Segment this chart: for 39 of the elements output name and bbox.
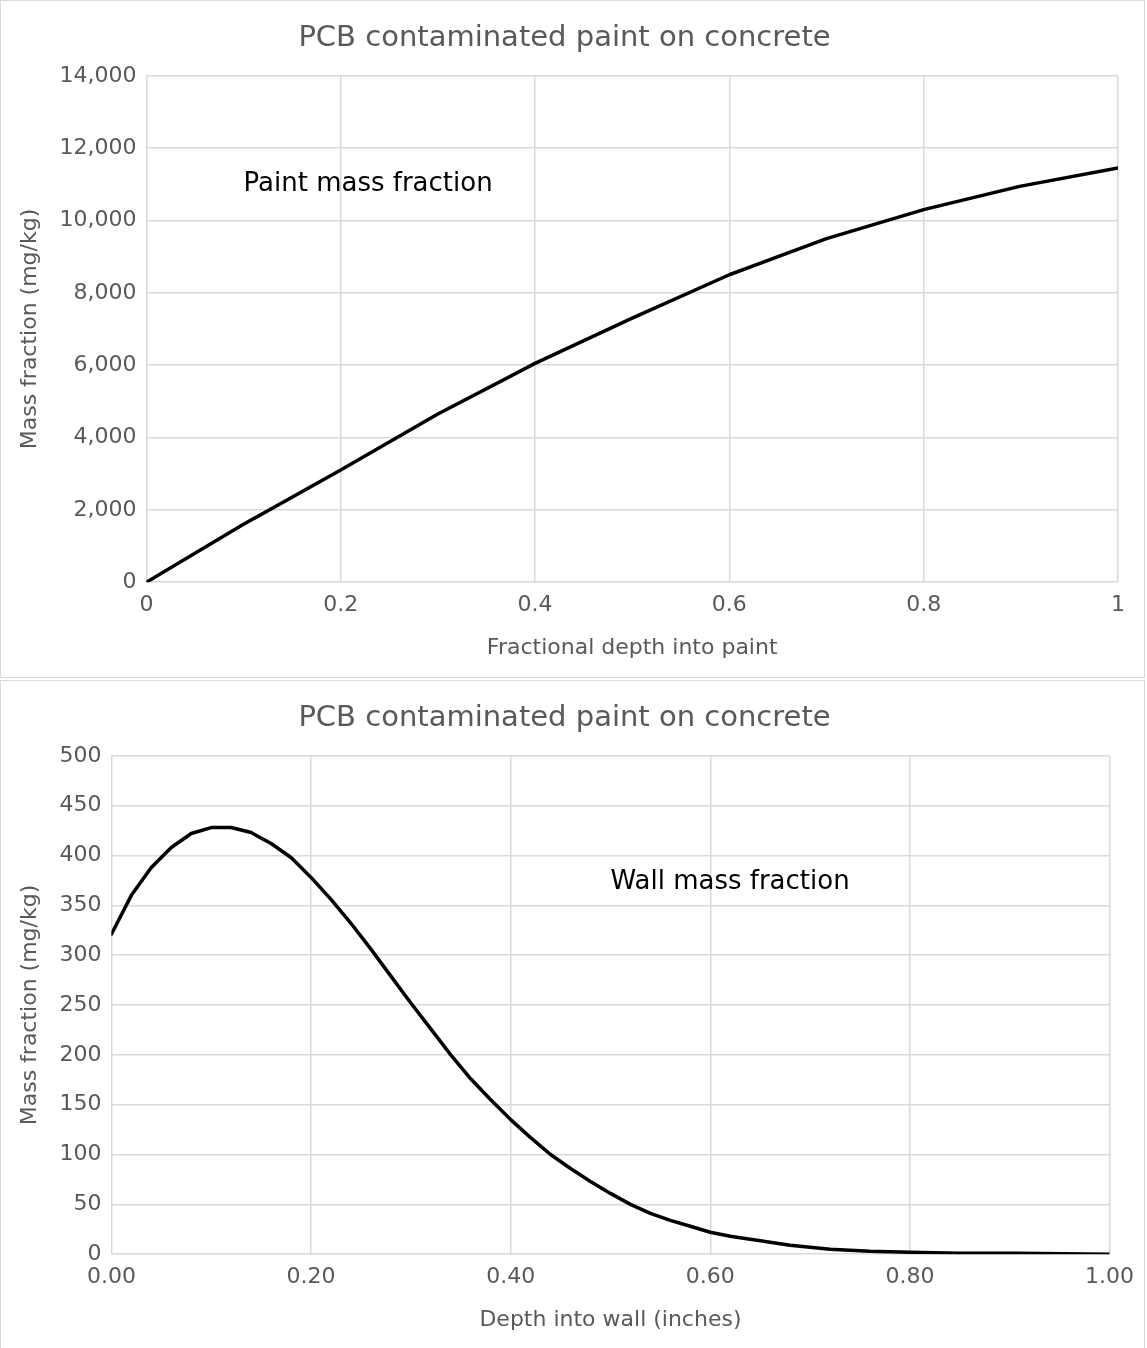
x-tick-label: 0.00 [86,1263,136,1289]
y-tick-label: 450 [59,791,102,817]
y-tick-label: 400 [59,841,102,867]
y-tick-label: 350 [59,891,102,917]
x-axis-title: Depth into wall (inches) [479,1305,742,1331]
y-tick-label: 12,000 [59,133,137,159]
annotation: Paint mass fraction [243,166,493,197]
x-tick-label: 0.4 [517,591,553,617]
y-tick-label: 4,000 [73,423,137,449]
y-axis-title: Mass fraction (mg/kg) [15,884,41,1126]
chart-title: PCB contaminated paint on concrete [298,18,831,53]
y-tick-label: 200 [59,1040,102,1066]
y-tick-label: 6,000 [73,350,137,376]
x-tick-label: 0.60 [685,1263,735,1289]
y-tick-label: 0 [122,567,137,593]
chart-title: PCB contaminated paint on concrete [298,698,831,733]
y-tick-label: 150 [59,1090,102,1116]
x-tick-label: 0.2 [323,591,359,617]
x-tick-label: 1 [1111,591,1125,617]
y-tick-label: 14,000 [59,61,137,87]
y-tick-label: 0 [87,1239,102,1265]
y-tick-label: 500 [59,741,102,767]
x-tick-label: 0.8 [906,591,942,617]
x-tick-label: 1.00 [1085,1263,1134,1289]
annotation: Wall mass fraction [610,865,850,896]
y-tick-label: 100 [59,1140,102,1166]
x-tick-label: 0 [139,591,154,617]
y-tick-label: 8,000 [73,278,137,304]
x-tick-label: 0.40 [486,1263,536,1289]
x-tick-label: 0.80 [885,1263,935,1289]
x-tick-label: 0.20 [286,1263,336,1289]
y-tick-label: 250 [59,990,102,1016]
y-tick-label: 10,000 [59,206,137,232]
y-axis-title: Mass fraction (mg/kg) [15,208,41,450]
y-tick-label: 50 [73,1190,102,1216]
x-tick-label: 0.6 [711,591,747,617]
y-tick-label: 300 [59,940,102,966]
x-axis-title: Fractional depth into paint [486,633,778,659]
y-tick-label: 2,000 [73,495,137,521]
